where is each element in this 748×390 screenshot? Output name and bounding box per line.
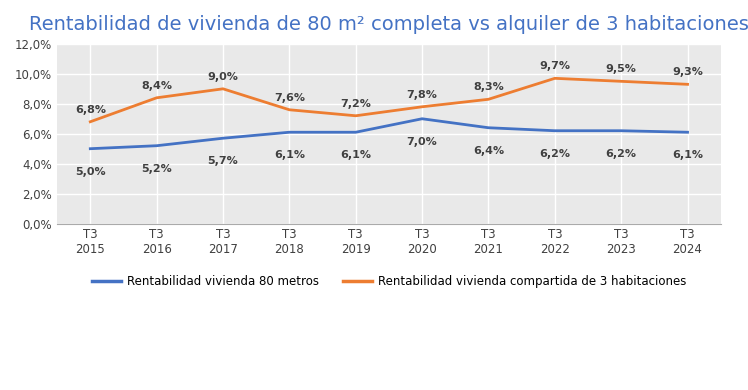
Title: Rentabilidad de vivienda de 80 m² completa vs alquiler de 3 habitaciones: Rentabilidad de vivienda de 80 m² comple… bbox=[29, 15, 748, 34]
Text: 8,4%: 8,4% bbox=[141, 81, 172, 91]
Text: 6,1%: 6,1% bbox=[672, 150, 703, 160]
Text: 5,0%: 5,0% bbox=[75, 167, 105, 177]
Text: 9,7%: 9,7% bbox=[539, 61, 570, 71]
Text: 6,8%: 6,8% bbox=[75, 105, 105, 115]
Text: 9,3%: 9,3% bbox=[672, 67, 703, 77]
Text: 7,0%: 7,0% bbox=[407, 137, 438, 147]
Text: 6,2%: 6,2% bbox=[606, 149, 637, 159]
Text: 7,6%: 7,6% bbox=[274, 93, 305, 103]
Text: 6,2%: 6,2% bbox=[539, 149, 570, 159]
Text: 6,4%: 6,4% bbox=[473, 146, 504, 156]
Text: 7,8%: 7,8% bbox=[407, 90, 438, 100]
Text: 7,2%: 7,2% bbox=[340, 99, 371, 109]
Text: 6,1%: 6,1% bbox=[340, 150, 371, 160]
Text: 5,7%: 5,7% bbox=[208, 156, 239, 166]
Text: 8,3%: 8,3% bbox=[473, 82, 504, 92]
Text: 9,0%: 9,0% bbox=[208, 72, 239, 82]
Text: 5,2%: 5,2% bbox=[141, 164, 172, 174]
Text: 9,5%: 9,5% bbox=[606, 64, 637, 74]
Legend: Rentabilidad vivienda 80 metros, Rentabilidad vivienda compartida de 3 habitacio: Rentabilidad vivienda 80 metros, Rentabi… bbox=[87, 271, 691, 293]
Text: 6,1%: 6,1% bbox=[274, 150, 305, 160]
